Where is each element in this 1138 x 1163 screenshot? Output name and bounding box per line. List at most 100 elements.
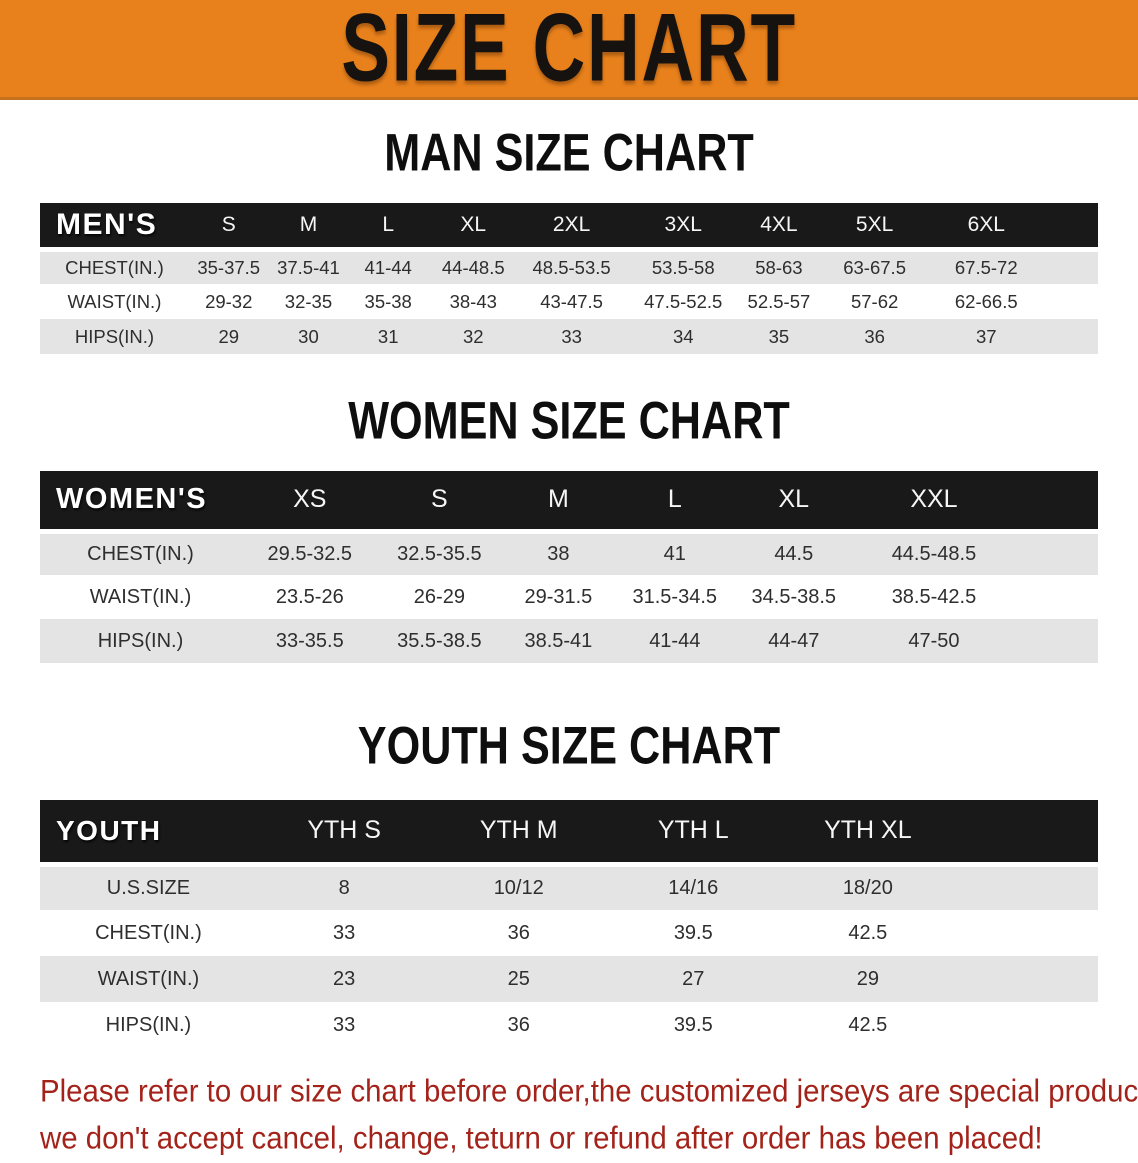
value-cell: 38-43 [428,284,519,319]
youth-col-yth-m: YTH M [431,800,606,867]
women-col-s: S [378,471,501,534]
youth-hips-row: HIPS(IN.) 33 36 39.5 42.5 [40,1002,1098,1048]
value-cell: 48.5-53.5 [518,249,625,284]
youth-waist-row: WAIST(IN.) 23 25 27 29 [40,956,1098,1002]
value-cell: 8 [256,864,432,910]
spacer-cell [1039,319,1098,354]
men-col-5xl: 5XL [816,203,934,252]
value-cell: 39.5 [606,910,781,956]
value-cell: 44.5 [732,531,855,575]
women-col-xs: XS [241,471,379,534]
women-hips-row: HIPS(IN.) 33-35.5 35.5-38.5 38.5-41 41-4… [40,619,1098,663]
women-col-xl: XL [732,471,855,534]
value-cell: 35.5-38.5 [378,619,501,663]
value-cell: 62-66.5 [933,284,1040,319]
value-cell: 31 [348,319,429,354]
value-cell: 38 [500,531,617,575]
value-cell: 30 [268,319,349,354]
value-cell: 47.5-52.5 [624,284,742,319]
value-cell: 29-31.5 [500,575,617,619]
women-waist-row: WAIST(IN.) 23.5-26 26-29 29-31.5 31.5-34… [40,575,1098,619]
men-group-label: MEN'S [40,203,189,252]
value-cell: 35-38 [348,284,429,319]
value-cell: 27 [606,956,781,1002]
value-cell: 25 [431,956,606,1002]
row-label: U.S.SIZE [40,864,257,910]
spacer-cell [1039,249,1098,284]
value-cell: 29 [780,956,956,1002]
value-cell: 36 [431,1002,606,1048]
spacer-cell [955,1002,1098,1048]
men-header-row: MEN'S S M L XL 2XL 3XL 4XL 5XL 6XL [40,203,1098,252]
banner: SIZE CHART [0,0,1138,102]
women-header-row: WOMEN'S XS S M L XL XXL [40,471,1098,534]
value-cell: 23.5-26 [241,575,379,619]
row-label: CHEST(IN.) [40,531,242,575]
youth-chest-row: CHEST(IN.) 33 36 39.5 42.5 [40,910,1098,956]
value-cell: 34 [624,319,742,354]
women-section-heading: WOMEN SIZE CHART [348,392,790,451]
value-cell: 36 [431,910,606,956]
men-size-table: MEN'S S M L XL 2XL 3XL 4XL 5XL 6XL CHEST… [40,203,1098,354]
value-cell: 29 [188,319,269,354]
men-col-6xl: 6XL [933,203,1040,252]
value-cell: 63-67.5 [816,249,934,284]
youth-size-table: YOUTH YTH S YTH M YTH L YTH XL U.S.SIZE … [40,800,1098,1048]
value-cell: 31.5-34.5 [616,575,733,619]
value-cell: 23 [256,956,432,1002]
youth-ussize-row: U.S.SIZE 8 10/12 14/16 18/20 [40,864,1098,910]
women-chest-row: CHEST(IN.) 29.5-32.5 32.5-35.5 38 41 44.… [40,531,1098,575]
value-cell: 35 [741,319,817,354]
spacer-cell [1039,203,1098,252]
men-section-heading: MAN SIZE CHART [384,124,754,183]
value-cell: 32-35 [268,284,349,319]
value-cell: 29.5-32.5 [241,531,379,575]
value-cell: 41-44 [616,619,733,663]
value-cell: 33-35.5 [241,619,379,663]
youth-col-yth-l: YTH L [606,800,781,867]
row-label: WAIST(IN.) [40,956,257,1002]
spacer-cell [955,910,1098,956]
men-col-l: L [348,203,429,252]
spacer-cell [1039,284,1098,319]
spacer-cell [1013,531,1098,575]
spacer-cell [955,864,1098,910]
value-cell: 37 [933,319,1040,354]
value-cell: 32.5-35.5 [378,531,501,575]
value-cell: 57-62 [816,284,934,319]
row-label: WAIST(IN.) [40,284,189,319]
disclaimer: Please refer to our size chart before or… [40,1068,1138,1162]
row-label: HIPS(IN.) [40,619,242,663]
youth-col-yth-s: YTH S [256,800,432,867]
youth-section-heading: YOUTH SIZE CHART [357,717,781,776]
men-col-s: S [188,203,269,252]
value-cell: 38.5-42.5 [854,575,1014,619]
value-cell: 52.5-57 [741,284,817,319]
row-label: HIPS(IN.) [40,319,189,354]
men-col-2xl: 2XL [518,203,625,252]
men-hips-row: HIPS(IN.) 29 30 31 32 33 34 35 36 37 [40,319,1098,354]
value-cell: 39.5 [606,1002,781,1048]
men-col-xl: XL [428,203,519,252]
women-col-m: M [500,471,617,534]
spacer-cell [1013,619,1098,663]
value-cell: 34.5-38.5 [732,575,855,619]
value-cell: 26-29 [378,575,501,619]
value-cell: 44-48.5 [428,249,519,284]
spacer-cell [1013,471,1098,534]
value-cell: 58-63 [741,249,817,284]
value-cell: 33 [518,319,625,354]
men-col-m: M [268,203,349,252]
value-cell: 35-37.5 [188,249,269,284]
men-col-3xl: 3XL [624,203,742,252]
value-cell: 37.5-41 [268,249,349,284]
value-cell: 42.5 [780,910,956,956]
value-cell: 18/20 [780,864,956,910]
value-cell: 53.5-58 [624,249,742,284]
value-cell: 41-44 [348,249,429,284]
disclaimer-line-2: we don't accept cancel, change, teturn o… [40,1121,1043,1156]
value-cell: 29-32 [188,284,269,319]
women-group-label: WOMEN'S [40,471,242,534]
value-cell: 67.5-72 [933,249,1040,284]
